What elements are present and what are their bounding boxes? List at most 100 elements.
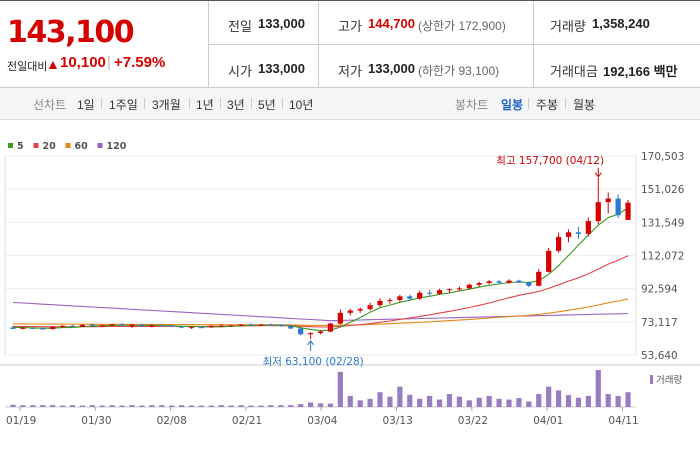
volume-legend-swatch bbox=[650, 375, 653, 384]
prev-close-label: 전일 bbox=[228, 19, 252, 34]
candle-monthly[interactable]: 월봉 bbox=[573, 98, 596, 112]
x-tick-label: 01/19 bbox=[6, 415, 36, 427]
y-tick-label: 73,117 bbox=[641, 317, 678, 329]
line-chart-label: 선차트 bbox=[33, 98, 67, 112]
y-tick-label: 92,594 bbox=[641, 284, 678, 296]
volume-bar bbox=[417, 398, 423, 407]
price-box: 143,100 전일대비 ▲ 10,100 | +7.59% bbox=[0, 1, 208, 88]
period-1w[interactable]: 1주일 bbox=[109, 98, 138, 112]
volume-bar bbox=[139, 405, 145, 407]
candle-body bbox=[565, 232, 572, 237]
volume-bar bbox=[109, 405, 115, 407]
candle-body bbox=[139, 324, 145, 327]
volume-bar bbox=[208, 405, 214, 407]
divider bbox=[101, 98, 102, 109]
candle-body bbox=[605, 198, 611, 203]
volume-bar bbox=[258, 405, 264, 407]
volume-bar bbox=[40, 405, 46, 407]
low-value: 133,000 bbox=[368, 61, 415, 76]
x-tick-label: 02/21 bbox=[232, 415, 262, 427]
period-bar: 선차트 1일 1주일 3개월 1년 3년 5년 10년 봉차트 일봉 주봉 월봉 bbox=[0, 88, 700, 120]
volume-bar bbox=[397, 386, 403, 407]
volume-bar bbox=[298, 404, 304, 407]
y-tick-label: 53,640 bbox=[641, 350, 678, 362]
divider bbox=[220, 98, 221, 109]
legend-swatch bbox=[97, 143, 103, 148]
candle-body bbox=[307, 333, 314, 335]
ma-line-5 bbox=[12, 207, 629, 332]
divider bbox=[533, 1, 534, 88]
candle-body bbox=[555, 236, 562, 251]
open-label: 시가 bbox=[228, 64, 252, 79]
volume-bar bbox=[248, 405, 254, 407]
period-1d[interactable]: 1일 bbox=[77, 98, 95, 112]
amount-label: 거래대금 bbox=[550, 64, 598, 79]
min-arrow-icon bbox=[307, 340, 314, 346]
period-10y[interactable]: 10년 bbox=[289, 98, 314, 112]
volume-bar bbox=[526, 401, 532, 407]
volume-bar bbox=[149, 405, 155, 407]
volume-bar bbox=[367, 398, 373, 407]
ma-line-60 bbox=[12, 298, 629, 326]
volume-bar bbox=[516, 398, 522, 407]
candle-body bbox=[367, 305, 373, 310]
candle-body bbox=[30, 327, 36, 329]
volume-value: 1,358,240 bbox=[592, 16, 650, 31]
candle-weekly[interactable]: 주봉 bbox=[536, 98, 559, 112]
period-1y[interactable]: 1년 bbox=[196, 98, 214, 112]
volume-bar bbox=[238, 405, 244, 407]
divider bbox=[318, 1, 319, 88]
y-tick-label: 151,026 bbox=[641, 184, 685, 196]
volume-bar bbox=[357, 400, 363, 407]
x-tick-label: 04/11 bbox=[608, 415, 638, 427]
period-3m[interactable]: 3개월 bbox=[152, 98, 181, 112]
volume-bar bbox=[615, 395, 621, 407]
candle-body bbox=[446, 289, 453, 291]
volume-bar bbox=[486, 395, 492, 407]
divider bbox=[144, 98, 145, 109]
volume-bar bbox=[555, 390, 562, 407]
max-arrow-icon bbox=[594, 172, 602, 178]
candle-body bbox=[585, 221, 591, 234]
legend-label: 20 bbox=[43, 141, 57, 152]
candle-body bbox=[347, 310, 353, 313]
candle-body bbox=[546, 250, 552, 272]
candle-body bbox=[615, 198, 621, 216]
lower-limit: (하한가 93,100) bbox=[418, 64, 500, 78]
candle-body bbox=[149, 325, 155, 327]
stock-chart: 170,503 151,026 131,549 112,072 92,594 73,117… bbox=[0, 141, 700, 427]
min-annotation: 최저 63,100 (02/28) bbox=[263, 356, 364, 368]
candle-daily[interactable]: 일봉 bbox=[501, 98, 524, 112]
volume-bar bbox=[317, 403, 324, 407]
prev-close-value: 133,000 bbox=[258, 16, 305, 31]
candle-body bbox=[625, 202, 631, 220]
volume-bar bbox=[575, 397, 582, 407]
volume-bar bbox=[79, 405, 86, 407]
volume-label: 거래량 bbox=[550, 19, 586, 34]
candle-body bbox=[357, 309, 363, 311]
period-3y[interactable]: 3년 bbox=[227, 98, 245, 112]
change-label: 전일대비 bbox=[7, 61, 48, 73]
candle-body bbox=[188, 327, 195, 329]
candle-body bbox=[129, 324, 135, 327]
volume-bar bbox=[159, 405, 165, 407]
volume-bar bbox=[198, 405, 205, 407]
candle-body bbox=[198, 327, 205, 329]
candle-body bbox=[337, 312, 343, 324]
divider bbox=[528, 98, 529, 109]
candle-body bbox=[179, 326, 185, 328]
candle-body bbox=[436, 290, 443, 294]
y-tick-label: 131,549 bbox=[641, 217, 684, 229]
candle-body bbox=[506, 280, 512, 283]
volume-bar bbox=[407, 394, 413, 407]
volume-bar bbox=[466, 400, 472, 407]
candle-body bbox=[407, 296, 413, 299]
volume-bar bbox=[20, 405, 26, 407]
change-percent: +7.59% bbox=[114, 54, 166, 71]
candle-body bbox=[79, 324, 86, 327]
divider bbox=[208, 44, 700, 45]
period-5y[interactable]: 5년 bbox=[258, 98, 276, 112]
volume-bar bbox=[169, 405, 175, 407]
volume-bar bbox=[50, 405, 56, 407]
candle-body bbox=[10, 327, 16, 329]
